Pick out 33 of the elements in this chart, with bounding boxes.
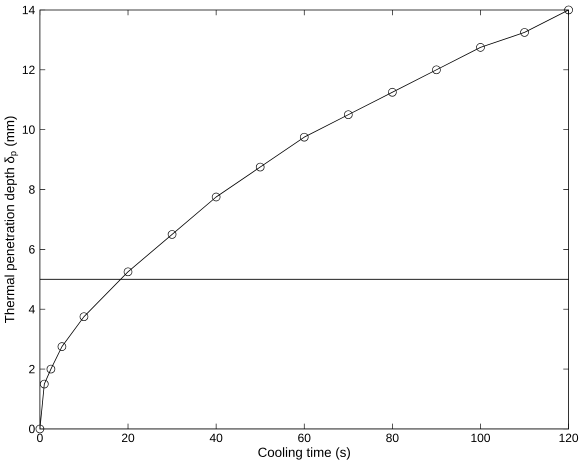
y-tick-label: 4 [28,305,35,314]
point [40,380,49,388]
point [36,424,44,434]
point [344,110,353,119]
point [80,312,88,321]
y-tick-label: 10 [22,125,35,134]
point [520,28,529,37]
point [58,342,66,351]
y-axis-title: Thermal penetration depth δ$_{p}$ (mm) [4,116,18,323]
y-tick-label: 2 [29,364,35,374]
y-tick-label: 0 [29,424,35,434]
x-tick-label: 0 [37,434,43,442]
x-tick-label: 120 [560,434,578,442]
point [564,6,573,14]
x-tick-label: 60 [298,434,310,442]
y-tick-label: 14 [22,6,35,14]
x-tick-label: 20 [122,434,134,442]
x-tick-label: 80 [386,434,399,442]
x-axis-title: Cooling time (s) [258,447,350,460]
point [168,230,176,239]
point [432,65,441,74]
point [476,43,485,52]
x-tick-label: 40 [210,434,222,442]
y-tick-label: 12 [22,66,35,74]
point [300,132,309,142]
y-tick-label: 6 [29,245,35,254]
point [388,88,397,97]
point [124,267,132,276]
point [46,364,56,374]
y-tick-label: 8 [29,185,35,194]
point [212,192,220,202]
x-tick-label: 100 [471,434,490,442]
point [256,162,265,172]
